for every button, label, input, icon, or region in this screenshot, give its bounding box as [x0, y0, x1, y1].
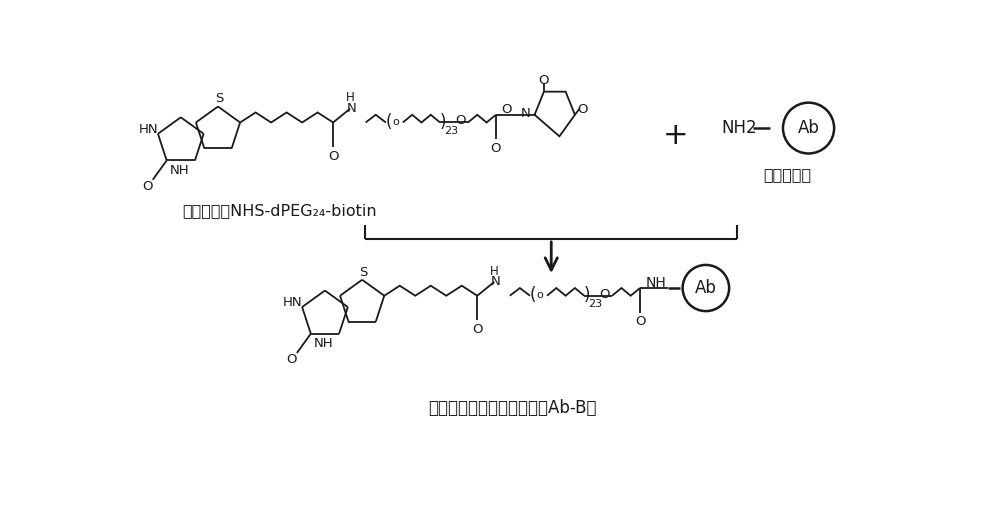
Text: o: o	[537, 290, 543, 300]
Text: o: o	[393, 117, 399, 127]
Text: O: O	[491, 142, 501, 155]
Text: N: N	[347, 102, 357, 115]
Text: H: H	[346, 91, 355, 104]
Text: O: O	[635, 316, 645, 328]
Text: N: N	[520, 107, 530, 120]
Text: O: O	[286, 353, 297, 366]
Text: NH: NH	[314, 337, 333, 350]
Text: (: (	[530, 286, 536, 304]
Text: 长锂生物素化单克隆抗体（Ab-B）: 长锂生物素化单克隆抗体（Ab-B）	[428, 400, 597, 417]
Text: O: O	[328, 150, 338, 163]
Text: +: +	[662, 121, 688, 150]
Text: O: O	[142, 180, 153, 193]
Text: S: S	[360, 266, 368, 278]
Text: 23: 23	[588, 299, 602, 309]
Text: 23: 23	[444, 126, 458, 136]
Text: Ab: Ab	[798, 119, 819, 137]
Text: HN: HN	[283, 296, 302, 309]
Text: O: O	[455, 115, 465, 127]
Text: N: N	[491, 275, 501, 289]
Text: O: O	[577, 103, 588, 116]
Text: NH: NH	[645, 276, 666, 290]
Text: NH2: NH2	[722, 119, 757, 137]
Text: 单克隆抗体: 单克隆抗体	[764, 167, 812, 182]
Text: (: (	[386, 112, 392, 131]
Text: Ab: Ab	[695, 279, 717, 297]
Text: O: O	[539, 74, 549, 88]
Text: ): )	[584, 286, 591, 304]
Text: O: O	[599, 288, 610, 301]
Text: 长锂生物素NHS-dPEG₂₄-biotin: 长锂生物素NHS-dPEG₂₄-biotin	[183, 203, 377, 218]
Text: H: H	[490, 265, 499, 277]
Text: ): )	[440, 112, 446, 131]
Text: NH: NH	[169, 164, 189, 177]
Text: HN: HN	[138, 123, 158, 136]
Text: O: O	[472, 323, 483, 336]
Text: S: S	[215, 92, 224, 105]
Text: O: O	[501, 103, 512, 116]
